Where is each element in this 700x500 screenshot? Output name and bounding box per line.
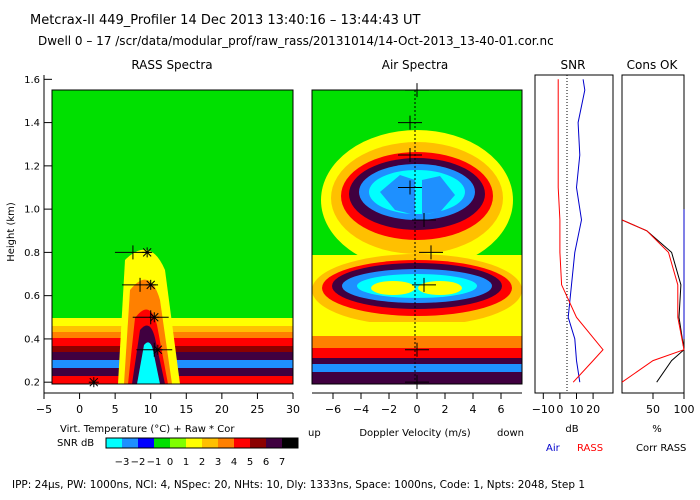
rass-cor-point-stroke bbox=[146, 280, 156, 290]
colorbar-swatch bbox=[170, 438, 186, 448]
x-tick-label: 100 bbox=[674, 403, 695, 416]
colorbar-label: SNR dB bbox=[57, 438, 94, 449]
figure-subtitle: Dwell 0 – 17 /scr/data/modular_prof/raw_… bbox=[38, 34, 554, 48]
colorbar-tick-label: 7 bbox=[279, 457, 285, 468]
colorbar-swatch bbox=[250, 438, 266, 448]
legend-air: Air bbox=[546, 443, 561, 454]
air-xlabel-up: up bbox=[308, 428, 321, 439]
snr-plot-frame bbox=[534, 74, 614, 394]
colorbar-tick-label: 4 bbox=[231, 457, 237, 468]
colorbar-swatch bbox=[218, 438, 234, 448]
x-tick-label: 5 bbox=[112, 403, 119, 416]
x-tick-label: 10 bbox=[144, 403, 158, 416]
colorbar-swatch bbox=[202, 438, 218, 448]
x-tick-label: 15 bbox=[179, 403, 193, 416]
x-tick-label: 10 bbox=[569, 403, 583, 416]
colorbar-tick-label: 0 bbox=[167, 457, 173, 468]
colorbar-frame bbox=[105, 437, 299, 449]
colorbar bbox=[105, 437, 299, 449]
consok-panel-title: Cons OK bbox=[627, 58, 679, 72]
colorbar-tick-label: 3 bbox=[215, 457, 221, 468]
x-tick-label: 6 bbox=[498, 403, 505, 416]
rass-plot-frame bbox=[51, 89, 294, 385]
rass-panel-title: RASS Spectra bbox=[131, 58, 212, 72]
colorbar-swatch bbox=[234, 438, 250, 448]
x-tick-label: −5 bbox=[36, 403, 52, 416]
rass-cor-point bbox=[149, 312, 160, 323]
y-tick-label: 1.4 bbox=[24, 118, 40, 129]
colorbar-swatch bbox=[106, 438, 122, 448]
rass-heatmap bbox=[52, 90, 293, 384]
air-panel-title: Air Spectra bbox=[382, 58, 449, 72]
y-tick-label: 0.2 bbox=[24, 378, 40, 389]
colorbar-swatch bbox=[154, 438, 170, 448]
x-tick-label: 30 bbox=[286, 403, 300, 416]
colorbar-swatch bbox=[266, 438, 282, 448]
colorbar-swatch bbox=[282, 438, 298, 448]
colorbar-tick-label: −2 bbox=[131, 457, 146, 468]
consok-plot-frame bbox=[621, 74, 685, 394]
colorbar-tick-label: −1 bbox=[147, 457, 162, 468]
x-tick-label: 20 bbox=[215, 403, 229, 416]
legend-corr-rass: Corr RASS bbox=[636, 443, 686, 454]
colorbar-swatch bbox=[122, 438, 138, 448]
x-tick-label: 20 bbox=[586, 403, 600, 416]
rass-cor-point bbox=[88, 377, 99, 388]
colorbar-tick-label: −3 bbox=[115, 457, 130, 468]
snr-series-line bbox=[557, 79, 604, 383]
colorbar-tick-label: 5 bbox=[247, 457, 253, 468]
air-xlabel-down: down bbox=[497, 428, 524, 439]
consok-xlabel: % bbox=[652, 424, 662, 435]
rass-cor-point-stroke bbox=[149, 312, 159, 322]
y-tick-label: 0.4 bbox=[24, 334, 40, 345]
x-tick-label: −4 bbox=[353, 403, 369, 416]
colorbar-tick-label: 2 bbox=[199, 457, 205, 468]
x-tick-label: −2 bbox=[381, 403, 397, 416]
colorbar-tick-label: 6 bbox=[263, 457, 269, 468]
x-tick-label: 0 bbox=[76, 403, 83, 416]
rass-cor-point-stroke bbox=[153, 345, 163, 355]
x-tick-label: 50 bbox=[646, 403, 660, 416]
figure-title: Metcrax-II 449_Profiler 14 Dec 2013 13:4… bbox=[30, 13, 421, 28]
rass-cor-point bbox=[142, 247, 153, 258]
x-tick-label: −6 bbox=[325, 403, 341, 416]
consok-series-line bbox=[621, 219, 685, 383]
y-tick-label: 0.8 bbox=[24, 248, 40, 259]
footer-params: IPP: 24μs, PW: 1000ns, NCI: 4, NSpec: 20… bbox=[12, 479, 585, 491]
y-tick-label: 1.0 bbox=[24, 205, 40, 216]
air-xlabel: Doppler Velocity (m/s) bbox=[359, 428, 470, 439]
y-tick-label: 0.6 bbox=[24, 291, 40, 302]
y-tick-label: 1.2 bbox=[24, 161, 40, 172]
colorbar-swatch bbox=[138, 438, 154, 448]
colorbar-tick-label: 1 bbox=[183, 457, 189, 468]
height-axis-label: Height (km) bbox=[6, 202, 17, 262]
colorbar-swatch bbox=[186, 438, 202, 448]
air-heatmap bbox=[312, 90, 522, 384]
rass-cor-point bbox=[145, 279, 156, 290]
rass-cor-point bbox=[152, 344, 163, 355]
rass-cor-point-stroke bbox=[142, 248, 152, 257]
x-tick-label: 0 bbox=[414, 403, 421, 416]
x-tick-label: 25 bbox=[250, 403, 264, 416]
rass-xlabel: Virt. Temperature (°C) + Raw * Cor bbox=[60, 424, 235, 435]
snr-series-line bbox=[567, 79, 586, 383]
snr-panel-title: SNR bbox=[561, 58, 586, 72]
y-tick-label: 1.6 bbox=[24, 75, 40, 86]
snr-xlabel: dB bbox=[565, 424, 578, 435]
x-tick-label: 4 bbox=[470, 403, 477, 416]
x-tick-label: 0 bbox=[556, 403, 563, 416]
x-tick-label: −10 bbox=[532, 403, 555, 416]
legend-rass: RASS bbox=[577, 443, 603, 454]
x-tick-label: 2 bbox=[442, 403, 449, 416]
rass-cor-point-stroke bbox=[89, 377, 99, 387]
